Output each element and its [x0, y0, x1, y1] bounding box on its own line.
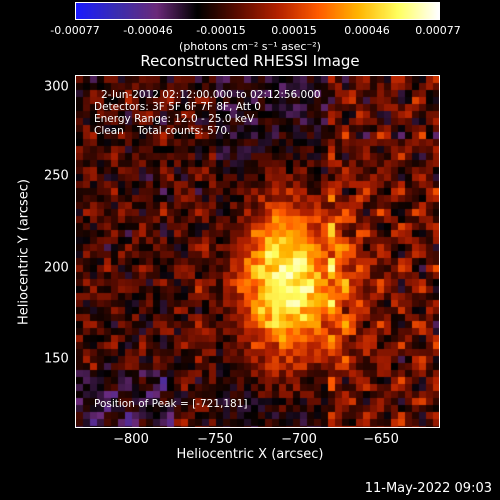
y-tick-label: 150: [44, 351, 69, 367]
clean-counts-annotation: Clean Total counts: 570.: [94, 125, 231, 137]
y-tick-label: 300: [44, 79, 69, 95]
y-axis-label: Heliocentric Y (arcsec): [16, 179, 32, 325]
heatmap-image: [76, 76, 439, 427]
detectors-annotation: Detectors: 3F 5F 6F 7F 8F, Att 0: [94, 101, 261, 113]
colorbar-tick: 0.00046: [344, 24, 390, 37]
plot-frame: [75, 75, 440, 428]
time-range-annotation: 2-Jun-2012 02:12:00.000 to 02:12:56.000: [101, 89, 321, 101]
colorbar-units-label: (photons cm⁻² s⁻¹ asec⁻²): [179, 40, 321, 53]
chart-title: Reconstructed RHESSI Image: [140, 52, 360, 70]
colorbar-tick: 0.00077: [415, 24, 461, 37]
energy-range-annotation: Energy Range: 12.0 - 25.0 keV: [94, 113, 255, 125]
peak-position-annotation: Position of Peak = [-721,181]: [94, 398, 248, 410]
colorbar-tick: -0.00046: [123, 24, 173, 37]
x-tick-label: −800: [113, 432, 149, 447]
colorbar-tick: 0.00015: [271, 24, 317, 37]
x-axis-label: Heliocentric X (arcsec): [176, 447, 324, 462]
colorbar: [75, 2, 440, 20]
timestamp: 11-May-2022 09:03: [364, 481, 492, 496]
colorbar-tick: -0.00077: [50, 24, 100, 37]
y-tick-label: 250: [44, 168, 69, 184]
colorbar-tick: -0.00015: [196, 24, 246, 37]
x-tick-label: −650: [363, 432, 399, 447]
x-tick-label: −750: [197, 432, 233, 447]
x-tick-label: −700: [281, 432, 317, 447]
y-tick-label: 200: [44, 260, 69, 276]
